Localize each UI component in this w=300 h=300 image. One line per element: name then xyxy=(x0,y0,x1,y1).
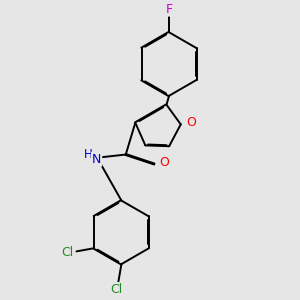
Text: Cl: Cl xyxy=(110,283,123,296)
Text: O: O xyxy=(186,116,196,129)
Text: F: F xyxy=(166,3,172,16)
Text: H: H xyxy=(84,148,93,161)
Text: O: O xyxy=(160,156,170,169)
Text: Cl: Cl xyxy=(61,247,74,260)
Text: N: N xyxy=(92,153,101,166)
